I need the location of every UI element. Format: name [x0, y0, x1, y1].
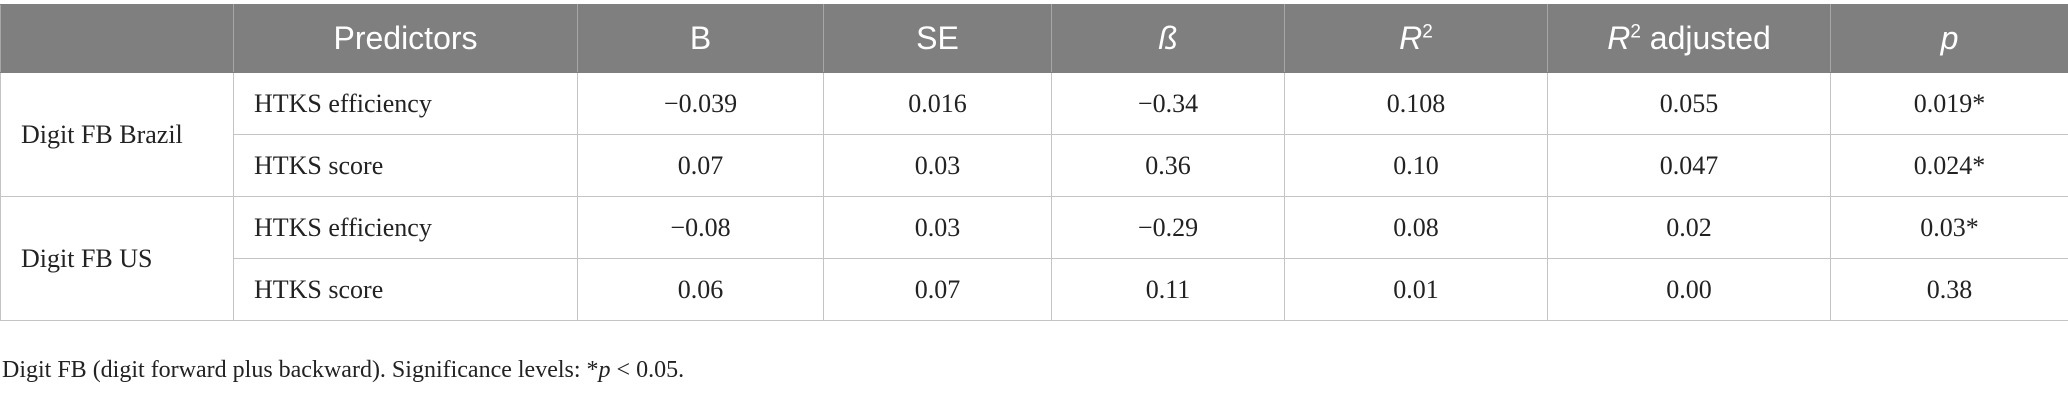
group-label-us: Digit FB US [0, 196, 234, 321]
table-row: HTKS score 0.07 0.03 0.36 0.10 0.047 0.0… [1, 134, 2068, 197]
header-b: B [577, 4, 824, 73]
header-empty [0, 4, 234, 73]
header-p: p [1830, 4, 2068, 73]
r2-cell: 0.08 [1284, 196, 1548, 259]
predictor-cell: HTKS efficiency [233, 72, 578, 135]
r2-adjusted-cell: 0.02 [1547, 196, 1831, 259]
table-footnote: Digit FB (digit forward plus backward). … [2, 357, 684, 384]
header-r2adj-letter: R [1607, 20, 1631, 56]
se-cell: 0.016 [823, 72, 1052, 135]
table-row: Digit FB Brazil HTKS efficiency −0.039 0… [0, 72, 2068, 197]
r2-cell: 0.01 [1284, 258, 1548, 321]
beta-cell: −0.34 [1051, 72, 1285, 135]
beta-cell: −0.29 [1051, 196, 1285, 259]
header-r2-adjusted: R2 adjusted [1547, 4, 1831, 73]
beta-cell: 0.36 [1051, 134, 1285, 197]
table-row: Digit FB US HTKS efficiency −0.08 0.03 −… [0, 196, 2068, 321]
b-cell: 0.06 [577, 258, 824, 321]
header-r2adj-rest: adjusted [1640, 20, 1771, 56]
se-cell: 0.03 [823, 134, 1052, 197]
table-row: HTKS score 0.06 0.07 0.11 0.01 0.00 0.38 [1, 258, 2068, 321]
header-beta: ß [1051, 4, 1285, 73]
p-cell: 0.38 [1830, 258, 2068, 321]
group-label-brazil: Digit FB Brazil [0, 72, 234, 197]
header-row: Predictors B SE ß R2 R2 adjusted p [0, 4, 2068, 73]
predictor-cell: HTKS efficiency [233, 196, 578, 259]
beta-cell: 0.11 [1051, 258, 1285, 321]
p-cell: 0.019* [1830, 72, 2068, 135]
b-cell: −0.08 [577, 196, 824, 259]
r2-adjusted-cell: 0.00 [1547, 258, 1831, 321]
p-cell: 0.03* [1830, 196, 2068, 259]
predictor-cell: HTKS score [233, 258, 578, 321]
header-r2: R2 [1284, 4, 1548, 73]
header-p-label: p [1940, 20, 1959, 56]
footnote-text-after: < 0.05. [610, 357, 685, 383]
se-cell: 0.07 [823, 258, 1052, 321]
r2-adjusted-cell: 0.047 [1547, 134, 1831, 197]
footnote-p-symbol: p [598, 357, 611, 383]
header-r2-sup: 2 [1422, 21, 1433, 43]
header-se: SE [823, 4, 1052, 73]
r2-cell: 0.10 [1284, 134, 1548, 197]
footnote-text-before: Digit FB (digit forward plus backward). … [2, 357, 599, 383]
header-r2-letter: R [1399, 20, 1423, 56]
b-cell: −0.039 [577, 72, 824, 135]
regression-table: Predictors B SE ß R2 R2 adjusted p Digit… [0, 4, 2068, 321]
r2-adjusted-cell: 0.055 [1547, 72, 1831, 135]
p-cell: 0.024* [1830, 134, 2068, 197]
b-cell: 0.07 [577, 134, 824, 197]
header-r2adj-sup: 2 [1630, 21, 1641, 43]
predictor-cell: HTKS score [233, 134, 578, 197]
se-cell: 0.03 [823, 196, 1052, 259]
header-predictors: Predictors [233, 4, 578, 73]
r2-cell: 0.108 [1284, 72, 1548, 135]
header-beta-label: ß [1158, 20, 1178, 56]
